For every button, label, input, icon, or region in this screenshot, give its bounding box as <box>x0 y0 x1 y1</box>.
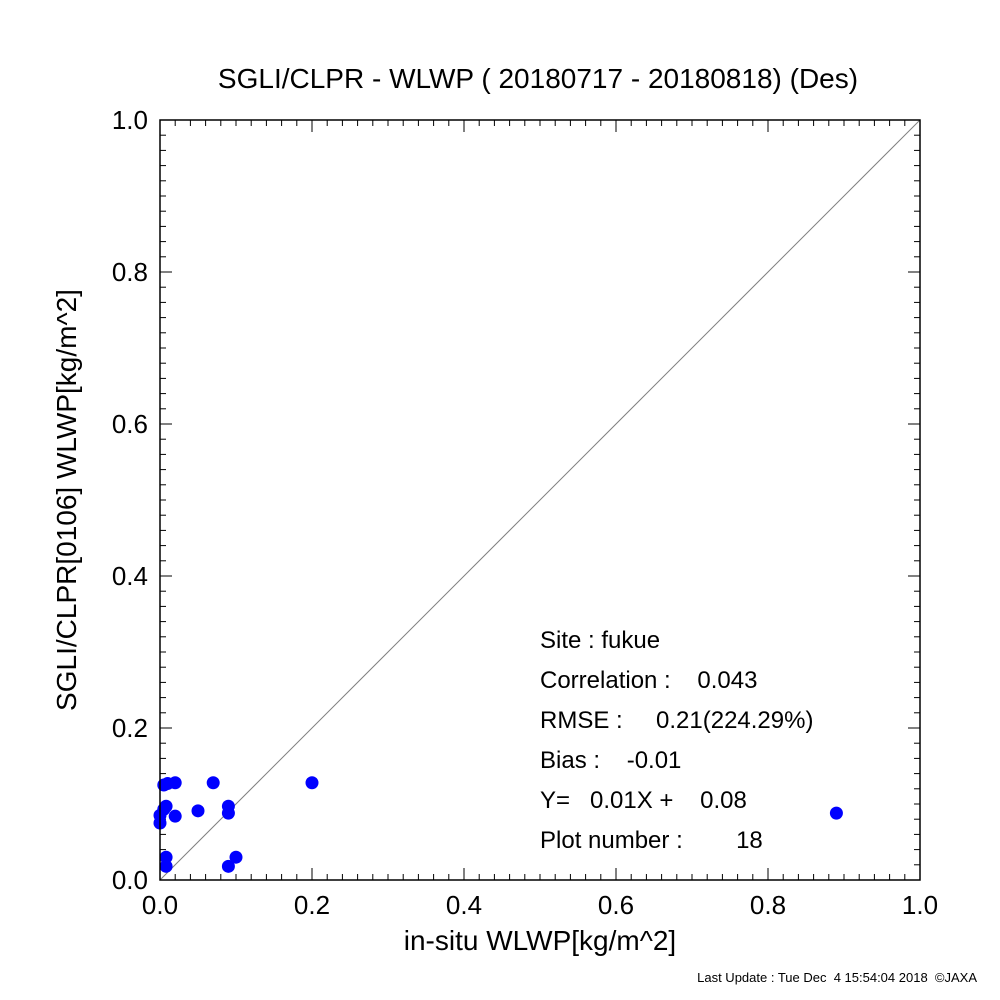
x-tick-label: 0.4 <box>446 890 482 920</box>
x-tick-label: 0.6 <box>598 890 634 920</box>
data-point <box>229 850 243 864</box>
data-point <box>168 809 182 823</box>
footer-last-update: Last Update : Tue Dec 4 15:54:04 2018 ©J… <box>697 970 977 985</box>
stats-plot-number: Plot number : 18 <box>540 827 763 854</box>
x-axis-label: in-situ WLWP[kg/m^2] <box>404 925 676 956</box>
stats-site: Site : fukue <box>540 627 660 654</box>
data-point <box>221 806 235 820</box>
y-tick-label: 0.0 <box>112 865 148 895</box>
x-tick-label: 0.2 <box>294 890 330 920</box>
tick-labels: 0.0 0.2 0.4 0.6 0.8 1.0 0.0 0.2 0.4 0.6 0.8 1.0 <box>112 105 938 920</box>
x-tick-label: 0.0 <box>142 890 178 920</box>
stats-box: Site : fukue Correlation : 0.043 RMSE : … <box>540 627 813 854</box>
plot-frame <box>159 119 921 881</box>
stats-rmse: RMSE : 0.21(224.29%) <box>540 707 813 734</box>
data-point <box>829 806 843 820</box>
data-points <box>153 776 843 873</box>
y-axis-label: SGLI/CLPR[0106] WLWP[kg/m^2] <box>51 289 82 711</box>
data-point <box>305 776 319 790</box>
y-tick-label: 0.8 <box>112 257 148 287</box>
x-tick-label: 0.8 <box>750 890 786 920</box>
data-point <box>206 776 220 790</box>
x-tick-label: 1.0 <box>902 890 938 920</box>
y-tick-label: 0.4 <box>112 561 148 591</box>
data-point <box>159 859 173 873</box>
one-to-one-reference-line <box>159 119 921 881</box>
stats-correlation: Correlation : 0.043 <box>540 667 757 694</box>
data-point <box>168 776 182 790</box>
data-point <box>221 859 235 873</box>
y-tick-label: 1.0 <box>112 105 148 135</box>
y-tick-label: 0.6 <box>112 409 148 439</box>
data-point <box>191 804 205 818</box>
stats-bias: Bias : -0.01 <box>540 747 681 774</box>
chart-title: SGLI/CLPR - WLWP ( 20180717 - 20180818) … <box>218 63 858 94</box>
stats-fit: Y= 0.01X + 0.08 <box>540 787 747 814</box>
y-tick-label: 0.2 <box>112 713 148 743</box>
data-point <box>159 850 173 864</box>
